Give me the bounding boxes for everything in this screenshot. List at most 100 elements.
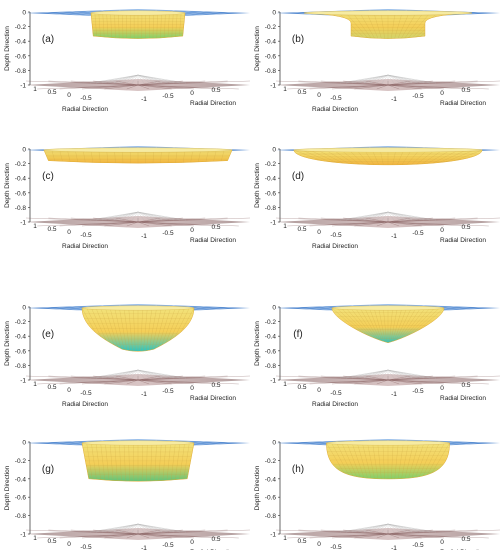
floor-ray	[387, 369, 425, 379]
panel: 0 -0.2 -0.4 -0.6 -0.8 -1 Depth Direction 1 0.5 0 -…	[254, 9, 501, 113]
crater-mesh	[304, 13, 472, 39]
depth-tick-label: -0.6	[15, 190, 27, 197]
floor-ray	[369, 523, 389, 533]
floor-ray	[375, 523, 389, 533]
floor-ray	[387, 523, 413, 533]
floor-ray	[387, 523, 401, 533]
floor-ray	[137, 369, 187, 379]
depth-tick-label: -0.2	[265, 319, 277, 326]
floor-grid-line	[287, 221, 389, 227]
floor-ray	[137, 74, 151, 84]
floor-ray	[387, 523, 407, 533]
radial-tick-label-left: 1	[33, 381, 37, 388]
radial-tick-label-right: 0	[190, 90, 194, 97]
depth-tick-label: -0.2	[265, 161, 277, 168]
radial-tick-label-right: 0	[190, 539, 194, 546]
floor-grid-line	[376, 221, 389, 227]
radial-tick-label-left: 0.5	[297, 226, 306, 233]
surface-grid-line	[25, 304, 83, 313]
floor-grid-line	[387, 375, 433, 381]
surface-grid-line	[25, 9, 83, 18]
floor-grid-line	[275, 217, 389, 223]
floor-grid-line	[137, 80, 251, 86]
radial-tick-label-left: 0	[317, 387, 321, 394]
floor-ray	[369, 369, 389, 379]
floor-grid-line	[387, 379, 422, 385]
floor-grid-line	[387, 80, 456, 86]
panel-label: (e)	[42, 329, 54, 340]
floor-ray	[363, 523, 389, 533]
floor-grid-line	[137, 529, 251, 535]
floor-ray	[387, 74, 401, 84]
floor-grid-line	[365, 217, 389, 223]
depth-tick-label: -0.4	[265, 39, 277, 46]
panel-label: (g)	[42, 464, 54, 475]
depth-tick-label: -0.2	[15, 161, 27, 168]
depth-tick-label: -0.8	[265, 513, 277, 520]
floor-ray	[89, 74, 139, 84]
floor-grid-line	[309, 84, 389, 90]
floor-ray	[137, 369, 157, 379]
radial-tick-label-right: 0	[440, 227, 444, 234]
floor-grid-line	[275, 80, 389, 86]
floor-grid-line	[137, 379, 172, 385]
radial-tick-label-right: 0	[440, 385, 444, 392]
floor-ray	[95, 74, 139, 84]
radial-tick-label-left: 1	[283, 223, 287, 230]
floor-ray	[345, 523, 389, 533]
floor-grid-line	[331, 84, 389, 90]
floor-ray	[381, 211, 389, 221]
floor-ray	[387, 211, 413, 221]
crater-rim	[331, 305, 445, 311]
floor-ray	[387, 211, 395, 221]
panel: 0 -0.2 -0.4 -0.6 -0.8 -1 Depth Direction 1 0.5 0 -…	[254, 146, 501, 250]
radial-tick-label-left: 0	[317, 541, 321, 548]
floor-grid-line	[354, 533, 389, 539]
floor-grid-line	[365, 375, 389, 381]
surface-grid-line	[443, 304, 501, 313]
floor-ray	[381, 369, 389, 379]
floor-grid-line	[387, 375, 501, 381]
floor-ray	[363, 211, 389, 221]
floor-grid-line	[343, 375, 389, 381]
floor-grid-line	[137, 379, 239, 385]
floor-grid-line	[309, 221, 389, 227]
floor-grid-line	[59, 533, 139, 539]
radial-tick-label-left: -0.5	[330, 95, 342, 102]
floor-ray	[137, 74, 145, 84]
floor-grid-line	[126, 84, 139, 90]
depth-axis-label: Depth Direction	[4, 163, 11, 208]
floor-grid-line	[137, 221, 239, 227]
depth-tick-label: 0	[272, 440, 276, 447]
floor-ray	[387, 74, 395, 84]
floor-grid-line	[48, 80, 139, 86]
floor-grid-line	[287, 379, 389, 385]
floor-ray	[387, 369, 419, 379]
floor-grid-line	[137, 80, 183, 86]
floor-grid-line	[59, 379, 139, 385]
floor-ray	[137, 369, 151, 379]
floor-grid-line	[387, 221, 489, 227]
floor-ray	[369, 211, 389, 221]
radial-tick-label-left: 0.5	[47, 384, 56, 391]
floor-ray	[95, 211, 139, 221]
floor-grid-line	[387, 221, 422, 227]
depth-tick-label: -0.6	[15, 348, 27, 355]
radial-tick-label-left: -0.5	[80, 232, 92, 239]
floor-grid-line	[25, 80, 139, 86]
floor-grid-line	[387, 84, 489, 90]
floor-ray	[119, 74, 139, 84]
floor-grid-line	[298, 375, 389, 381]
radial-tick-label-right: -1	[391, 391, 397, 398]
radial-tick-label-left: 1	[283, 86, 287, 93]
floor-grid-line	[387, 379, 400, 385]
crater-mesh	[82, 443, 194, 482]
floor-ray	[351, 74, 389, 84]
floor-grid-line	[93, 80, 139, 86]
floor-grid-line	[137, 379, 150, 385]
floor-grid-line	[320, 375, 389, 381]
depth-axis-label: Depth Direction	[254, 26, 261, 71]
radial-tick-label-left: -0.5	[80, 95, 92, 102]
panel: 0 -0.2 -0.4 -0.6 -0.8 -1 Depth Direction 1 0.5 0 -…	[4, 439, 251, 550]
floor-ray	[95, 523, 139, 533]
